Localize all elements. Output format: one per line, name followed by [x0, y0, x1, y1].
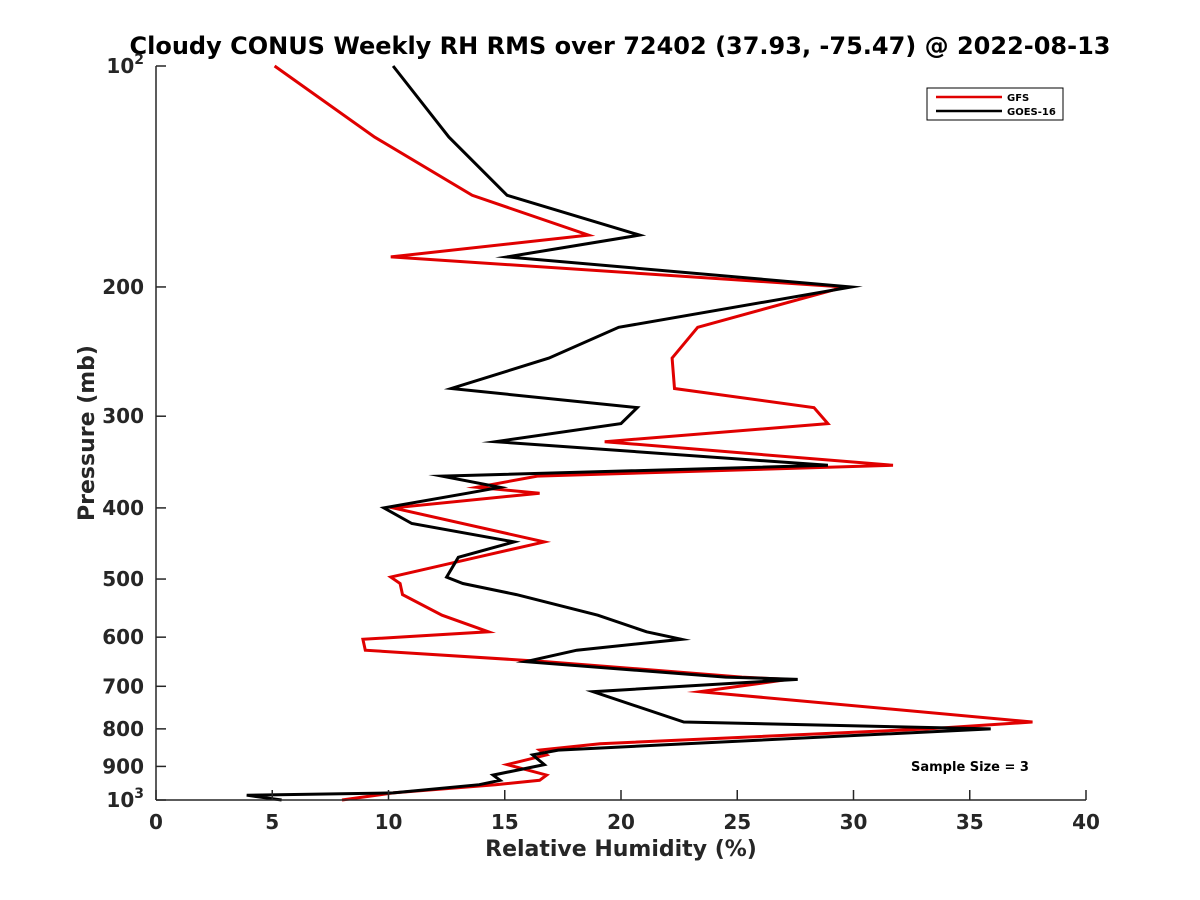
y-tick-label: 400 — [102, 496, 144, 520]
x-axis-label: Relative Humidity (%) — [485, 837, 757, 862]
x-tick-label: 35 — [956, 810, 984, 834]
legend-label-goes16: GOES-16 — [1007, 107, 1056, 118]
y-tick-label: 800 — [102, 717, 144, 741]
y-tick-label: 103 — [106, 786, 144, 812]
legend-box — [926, 87, 1064, 121]
y-tick-label: 102 — [106, 52, 144, 78]
plot-area — [156, 66, 1086, 800]
x-tick-label: 40 — [1072, 810, 1100, 834]
legend-label-gfs: GFS — [1007, 93, 1029, 104]
x-tick-label: 10 — [375, 810, 403, 834]
legend: GFS GOES-16 — [926, 87, 1064, 121]
y-tick-label: 300 — [102, 404, 144, 428]
y-axis-label: Pressure (mb) — [75, 345, 100, 521]
x-tick-label: 0 — [149, 810, 163, 834]
x-tick-label: 5 — [265, 810, 279, 834]
y-tick-label: 700 — [102, 674, 144, 698]
series-line-goes16 — [246, 65, 991, 802]
y-tick-label: 600 — [102, 625, 144, 649]
x-tick-label: 30 — [840, 810, 868, 834]
series-layer — [246, 64, 1033, 802]
y-tick-label: 200 — [102, 275, 144, 299]
y-tick-label: 500 — [102, 567, 144, 591]
axes-layer: 0 5 10 15 20 25 30 35 40 102 200 300 400 500 600 700 800… — [102, 52, 1100, 834]
x-tick-label: 15 — [491, 810, 519, 834]
chart-title: Cloudy CONUS Weekly RH RMS over 72402 (3… — [130, 32, 1111, 60]
y-tick-label: 900 — [102, 754, 144, 778]
x-tick-label: 20 — [607, 810, 635, 834]
sample-size-annotation: Sample Size = 3 — [911, 760, 1029, 775]
x-tick-label: 25 — [723, 810, 751, 834]
